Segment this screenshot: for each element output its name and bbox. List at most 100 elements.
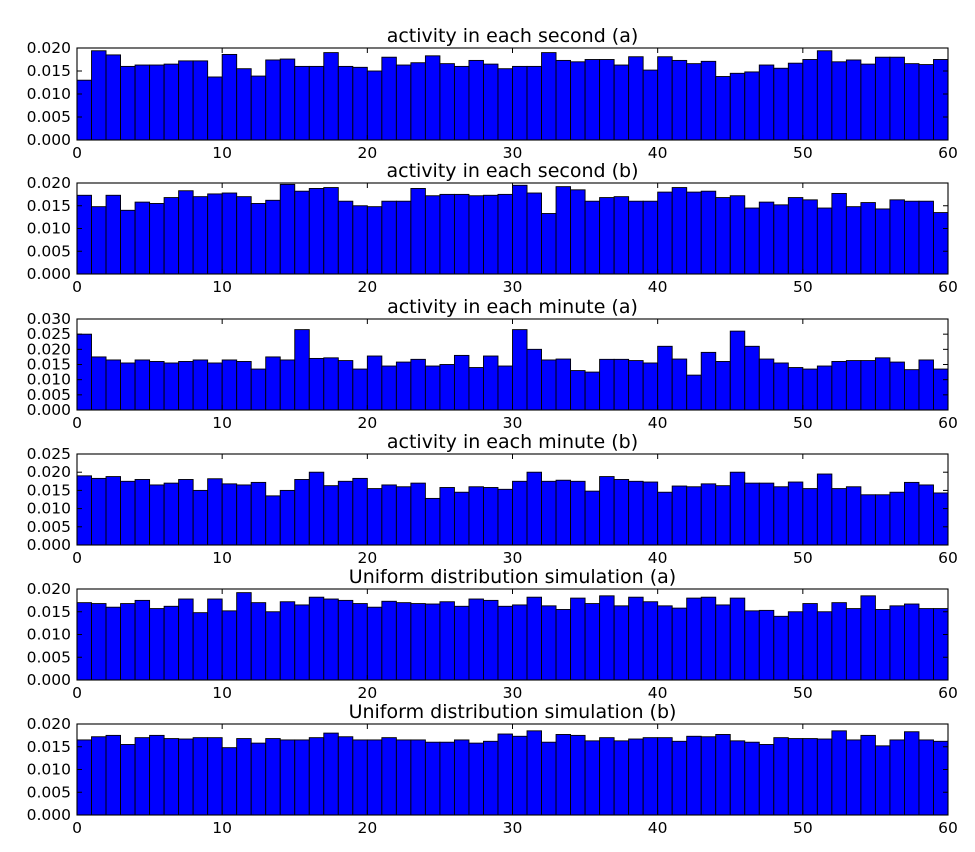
bar — [250, 368, 267, 411]
bar — [744, 482, 760, 546]
bar — [497, 193, 513, 275]
bar — [337, 65, 354, 141]
y-tick-label: 0.010 — [27, 220, 71, 238]
bar — [120, 209, 136, 275]
y-tick-label: 0.010 — [27, 626, 71, 644]
bar — [802, 199, 818, 275]
bar — [526, 730, 542, 816]
bar — [468, 742, 484, 816]
bar — [933, 492, 949, 546]
bar — [453, 739, 470, 816]
bar — [352, 66, 368, 141]
bar — [904, 481, 920, 546]
x-tick-label: 60 — [938, 144, 958, 162]
bar — [323, 52, 339, 141]
bar — [584, 59, 601, 141]
bar — [76, 194, 92, 275]
bar — [686, 191, 702, 275]
bar — [192, 489, 209, 546]
bar — [424, 195, 441, 275]
bar — [497, 605, 513, 681]
bar — [758, 744, 775, 816]
bar — [410, 358, 426, 411]
bar — [105, 606, 121, 681]
bar — [497, 733, 513, 816]
panel-title: activity in each second (a) — [387, 25, 639, 47]
bar — [453, 491, 470, 546]
x-tick-label: 10 — [212, 414, 232, 432]
bar — [163, 63, 180, 141]
bar — [671, 59, 688, 141]
bar — [904, 731, 920, 816]
bar — [308, 737, 325, 816]
bar — [381, 200, 397, 275]
bar — [613, 196, 630, 275]
bar — [483, 63, 499, 141]
bar — [613, 64, 630, 141]
bar — [120, 603, 136, 681]
bar — [628, 360, 644, 411]
bar — [874, 208, 891, 275]
y-tick-label: 0.015 — [27, 481, 71, 499]
bar — [613, 479, 630, 546]
x-tick-label: 0 — [72, 819, 82, 837]
bar — [700, 351, 717, 411]
y-tick-label: 0.015 — [27, 738, 71, 756]
bar — [744, 741, 760, 816]
bar — [599, 358, 615, 411]
bar — [76, 602, 92, 681]
bar — [337, 200, 354, 275]
bar — [410, 603, 426, 681]
x-tick-label: 60 — [938, 549, 958, 567]
bar — [352, 368, 368, 411]
bar — [686, 486, 702, 546]
bar — [250, 602, 267, 681]
bar — [918, 64, 934, 141]
x-tick-label: 30 — [503, 414, 523, 432]
y-tick-label: 0.000 — [27, 536, 71, 554]
bar — [337, 480, 354, 546]
bar — [642, 69, 659, 141]
bar — [570, 189, 586, 275]
bar — [526, 471, 542, 546]
y-tick-label: 0.005 — [27, 648, 71, 666]
bar — [236, 196, 252, 275]
y-tick-label: 0.030 — [27, 310, 71, 328]
bar — [657, 345, 673, 411]
panel-title: activity in each minute (b) — [387, 431, 638, 453]
bar — [468, 367, 484, 411]
bar — [207, 478, 223, 546]
bar — [105, 734, 121, 816]
bar — [483, 355, 499, 411]
x-tick-label: 30 — [503, 549, 523, 567]
bar — [686, 374, 702, 411]
bar — [700, 736, 717, 816]
bar — [439, 193, 455, 275]
bar — [715, 197, 731, 275]
y-tick-label: 0.010 — [27, 85, 71, 103]
bar — [178, 190, 194, 275]
bar — [366, 70, 383, 141]
bar — [874, 609, 891, 681]
bar — [831, 193, 847, 275]
bar — [163, 605, 180, 681]
bar — [395, 602, 412, 681]
bar — [207, 362, 223, 411]
bar — [860, 202, 876, 275]
bar — [889, 361, 905, 411]
bar — [308, 471, 325, 546]
y-tick-label: 0.020 — [27, 463, 71, 481]
bar — [178, 361, 194, 411]
x-tick-label: 40 — [648, 684, 668, 702]
bar — [918, 484, 934, 546]
bar — [860, 63, 876, 141]
y-tick-label: 0.005 — [27, 242, 71, 260]
bar — [453, 605, 470, 681]
bar — [221, 483, 238, 546]
bar — [787, 738, 804, 816]
bar — [192, 196, 209, 275]
bar — [787, 611, 804, 681]
bar — [584, 740, 601, 816]
bar — [453, 354, 470, 411]
bar — [439, 601, 455, 681]
